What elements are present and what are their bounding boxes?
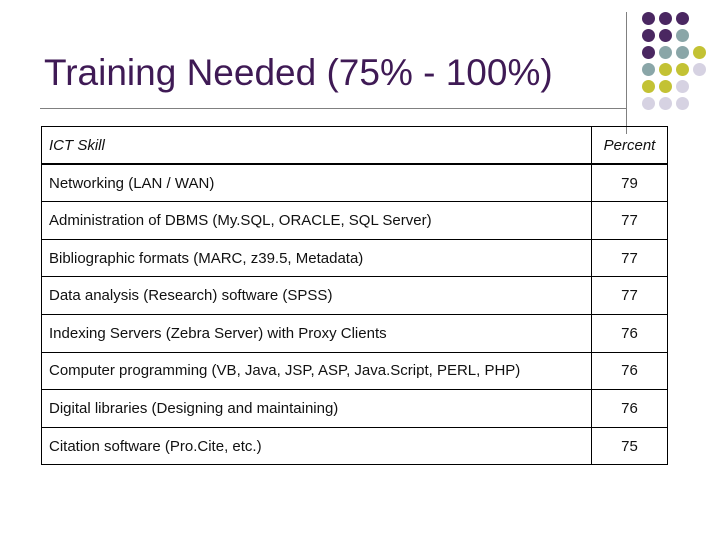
decorative-dot xyxy=(642,12,655,25)
skill-cell: Citation software (Pro.Cite, etc.) xyxy=(41,426,592,466)
header-percent: Percent xyxy=(591,126,668,165)
decorative-dot xyxy=(676,80,689,93)
percent-cell: 76 xyxy=(591,351,668,391)
table-row: Indexing Servers (Zebra Server) with Pro… xyxy=(41,313,668,353)
decorative-dot xyxy=(659,46,672,59)
table-row: Computer programming (VB, Java, JSP, ASP… xyxy=(41,351,668,391)
decorative-dot xyxy=(676,63,689,76)
table-header-row: ICT Skill Percent xyxy=(41,126,668,165)
decorative-dot xyxy=(676,29,689,42)
skill-cell: Networking (LAN / WAN) xyxy=(41,163,592,203)
skill-cell: Bibliographic formats (MARC, z39.5, Meta… xyxy=(41,238,592,278)
decorative-dot xyxy=(659,97,672,110)
skill-cell: Computer programming (VB, Java, JSP, ASP… xyxy=(41,351,592,391)
decorative-dot xyxy=(676,12,689,25)
skill-cell: Digital libraries (Designing and maintai… xyxy=(41,389,592,428)
slide-title: Training Needed (75% - 100%) xyxy=(44,52,553,93)
percent-cell: 77 xyxy=(591,201,668,240)
skill-cell: Data analysis (Research) software (SPSS) xyxy=(41,276,592,315)
decorative-dot xyxy=(659,12,672,25)
percent-cell: 75 xyxy=(591,426,668,466)
percent-cell: 76 xyxy=(591,313,668,353)
decorative-dot xyxy=(659,29,672,42)
decorative-dot xyxy=(642,63,655,76)
table-row: Digital libraries (Designing and maintai… xyxy=(41,389,668,428)
skill-cell: Indexing Servers (Zebra Server) with Pro… xyxy=(41,313,592,353)
skill-cell: Administration of DBMS (My.SQL, ORACLE, … xyxy=(41,201,592,240)
decorative-dot xyxy=(642,29,655,42)
table-row: Administration of DBMS (My.SQL, ORACLE, … xyxy=(41,201,668,240)
percent-cell: 79 xyxy=(591,163,668,203)
decorative-dot xyxy=(676,97,689,110)
decorative-dot xyxy=(693,46,706,59)
title-underline xyxy=(40,108,626,109)
table-row: Bibliographic formats (MARC, z39.5, Meta… xyxy=(41,238,668,278)
decorative-dot xyxy=(693,63,706,76)
header-skill: ICT Skill xyxy=(41,126,592,165)
table-row: Networking (LAN / WAN) 79 xyxy=(41,163,668,203)
decorative-dot xyxy=(642,97,655,110)
percent-cell: 77 xyxy=(591,238,668,278)
table-row: Data analysis (Research) software (SPSS)… xyxy=(41,276,668,315)
table-row: Citation software (Pro.Cite, etc.) 75 xyxy=(41,426,668,466)
percent-cell: 76 xyxy=(591,389,668,428)
decorative-dot xyxy=(676,46,689,59)
vertical-divider xyxy=(626,12,627,134)
training-table: ICT Skill Percent Networking (LAN / WAN)… xyxy=(41,126,668,466)
decorative-dot xyxy=(642,80,655,93)
decorative-dot xyxy=(659,80,672,93)
decorative-dot xyxy=(659,63,672,76)
decorative-dot xyxy=(642,46,655,59)
percent-cell: 77 xyxy=(591,276,668,315)
